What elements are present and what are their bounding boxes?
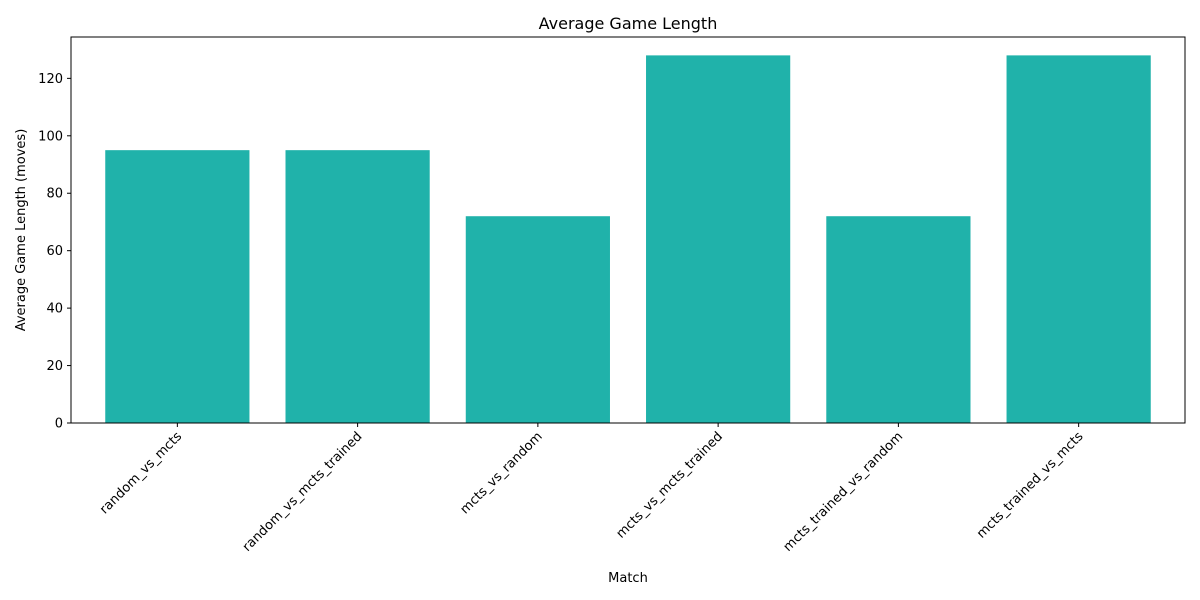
x-tick-label: random_vs_mcts (97, 429, 185, 517)
x-tick-label: mcts_vs_mcts_trained (614, 429, 726, 541)
x-tick-label: random_vs_mcts_trained (240, 429, 366, 555)
x-tick-label: mcts_trained_vs_random (781, 429, 907, 555)
bars-group (105, 55, 1151, 423)
bar-random_vs_mcts_trained (285, 150, 430, 423)
x-axis-label: Match (608, 571, 648, 586)
bar-mcts_vs_random (465, 216, 610, 423)
y-tick-label: 120 (38, 72, 63, 87)
bar-mcts_trained_vs_random (826, 216, 971, 423)
y-tick-label: 20 (46, 359, 63, 374)
y-tick-label: 80 (46, 187, 63, 202)
x-axis-ticks: random_vs_mcts random_vs_mcts_trained mcts… (97, 423, 1087, 555)
y-axis-label: Average Game Length (moves) (14, 129, 29, 332)
x-tick-label: mcts_trained_vs_mcts (974, 429, 1086, 541)
bar-mcts_vs_mcts_trained (646, 55, 791, 423)
y-axis-ticks: 0 20 40 60 80 100 120 (38, 72, 71, 432)
x-tick-label: mcts_vs_random (458, 429, 546, 517)
plot-frame (70, 36, 1186, 424)
y-tick-label: 40 (46, 302, 63, 317)
y-tick-label: 60 (46, 244, 63, 259)
bar-mcts_trained_vs_mcts (1006, 55, 1151, 423)
chart-title: Average Game Length (539, 14, 718, 33)
y-tick-label: 100 (38, 129, 63, 144)
bar-random_vs_mcts (105, 150, 250, 423)
y-tick-label: 0 (55, 417, 63, 432)
